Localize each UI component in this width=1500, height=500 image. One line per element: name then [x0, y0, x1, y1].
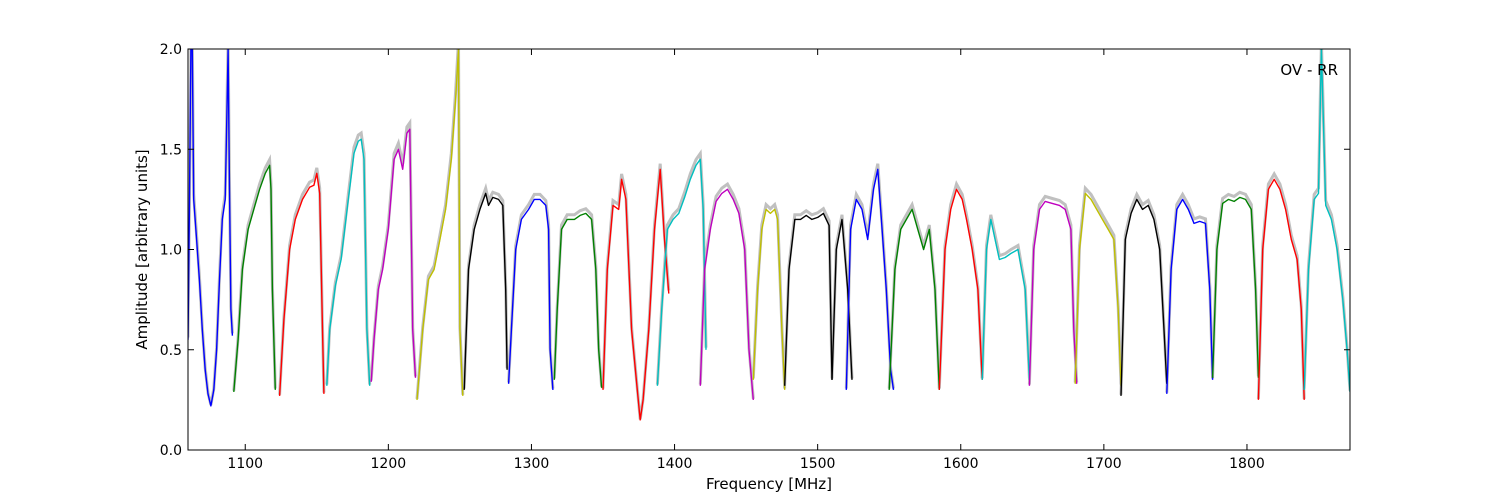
- series-line-13: [784, 212, 833, 386]
- series-line-20: [1074, 192, 1122, 386]
- series-line-6: [463, 192, 508, 390]
- background-trace-1: [232, 154, 277, 391]
- series-line-18: [981, 218, 1031, 380]
- y-tick-label-2: 1.0: [160, 243, 182, 259]
- background-trace-7: [507, 192, 555, 389]
- background-trace-15: [844, 163, 895, 389]
- series-line-10: [656, 158, 707, 386]
- y-tick-label-3: 1.5: [160, 142, 182, 158]
- series-line-0: [188, 49, 234, 407]
- series-line-4: [370, 128, 417, 382]
- y-tick-label-1: 0.5: [160, 343, 182, 359]
- y-tick-label-4: 2.0: [160, 42, 182, 58]
- series-line-21: [1120, 198, 1168, 396]
- series-line-1: [233, 164, 276, 392]
- background-trace-0: [188, 49, 234, 406]
- background-trace-24: [1256, 170, 1306, 399]
- x-tick-label-7: 1800: [1229, 456, 1265, 472]
- y-tick-label-0: 0.0: [160, 443, 182, 459]
- series-line-8: [553, 212, 603, 388]
- tick-layer: 1100 1200 1300 1400 1500 1600 1700 1800 0.0 0.5 1.…: [160, 42, 1350, 472]
- series-line-23: [1211, 196, 1260, 378]
- series-line-22: [1166, 198, 1214, 394]
- series-line-2: [278, 172, 325, 396]
- series-line-16: [888, 208, 940, 390]
- series-line-11: [699, 188, 754, 400]
- x-axis-label: Frequency [MHz]: [706, 475, 832, 493]
- series-line-7: [507, 198, 554, 390]
- x-tick-label-3: 1400: [657, 456, 693, 472]
- background-trace-17: [937, 180, 984, 389]
- background-trace-13: [783, 206, 834, 385]
- background-trace-16: [887, 200, 941, 389]
- x-tick-label-2: 1300: [514, 456, 550, 472]
- background-trace-18: [980, 214, 1031, 379]
- series-line-9: [602, 168, 670, 421]
- series-line-14: [831, 218, 853, 380]
- x-tick-label-1: 1200: [371, 456, 407, 472]
- x-tick-label-4: 1500: [800, 456, 836, 472]
- x-tick-label-0: 1100: [227, 456, 263, 472]
- background-trace-25: [1302, 49, 1350, 391]
- background-trace-11: [698, 181, 755, 400]
- series-layer: [188, 49, 1350, 421]
- series-line-5: [416, 49, 464, 400]
- background-trace-6: [462, 182, 509, 389]
- background-trace-21: [1119, 190, 1169, 395]
- x-tick-label-5: 1600: [943, 456, 979, 472]
- background-trace-20: [1073, 184, 1123, 385]
- series-line-19: [1028, 200, 1078, 386]
- series-line-24: [1257, 178, 1305, 400]
- x-tick-label-6: 1700: [1086, 456, 1122, 472]
- background-trace-3: [325, 130, 372, 385]
- chart-annotation: OV - RR: [1280, 61, 1338, 79]
- series-line-17: [938, 188, 983, 390]
- series-line-25: [1303, 49, 1350, 392]
- series-line-12: [752, 208, 786, 390]
- y-axis-label: Amplitude [arbitrary units]: [133, 149, 151, 349]
- series-line-3: [326, 138, 371, 386]
- series-line-15: [845, 168, 895, 390]
- background-trace-layer: [188, 49, 1350, 420]
- axes-frame: [187, 48, 1351, 451]
